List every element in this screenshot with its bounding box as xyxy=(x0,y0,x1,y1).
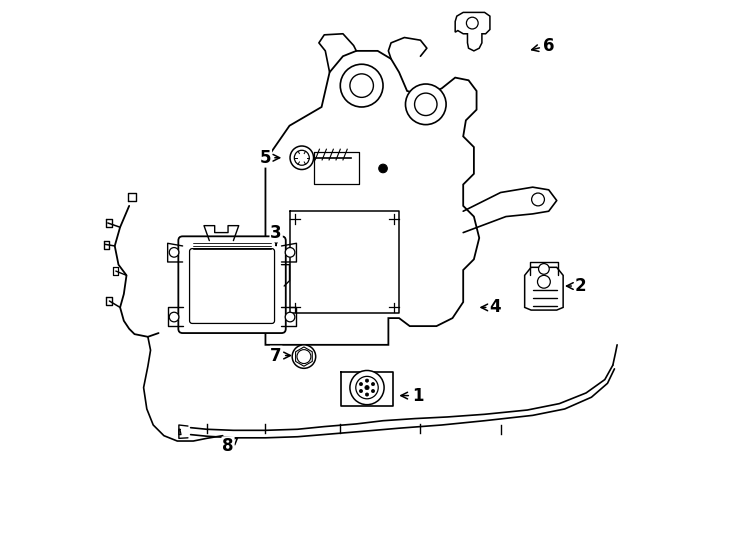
Circle shape xyxy=(371,382,374,386)
Text: 1: 1 xyxy=(401,387,424,404)
FancyBboxPatch shape xyxy=(178,237,286,333)
Circle shape xyxy=(170,312,179,322)
Text: 3: 3 xyxy=(270,224,282,245)
Circle shape xyxy=(170,247,179,257)
Circle shape xyxy=(366,379,368,382)
Circle shape xyxy=(371,389,374,393)
Circle shape xyxy=(379,164,388,173)
Text: 7: 7 xyxy=(270,347,291,364)
Circle shape xyxy=(292,345,316,368)
Circle shape xyxy=(286,247,295,257)
Polygon shape xyxy=(266,51,479,345)
FancyBboxPatch shape xyxy=(189,248,275,323)
Circle shape xyxy=(539,264,549,274)
Text: 5: 5 xyxy=(260,148,280,167)
Polygon shape xyxy=(455,12,490,51)
Circle shape xyxy=(466,17,478,29)
Text: 2: 2 xyxy=(567,277,586,295)
Circle shape xyxy=(286,312,295,322)
Circle shape xyxy=(365,386,369,390)
Text: 6: 6 xyxy=(531,37,554,55)
Circle shape xyxy=(531,193,545,206)
Circle shape xyxy=(350,370,384,404)
Text: 8: 8 xyxy=(222,437,238,455)
Circle shape xyxy=(537,275,550,288)
Circle shape xyxy=(360,382,363,386)
Circle shape xyxy=(360,389,363,393)
Circle shape xyxy=(341,64,383,107)
Circle shape xyxy=(366,393,368,396)
Text: 4: 4 xyxy=(481,299,501,316)
Circle shape xyxy=(290,146,313,170)
Polygon shape xyxy=(525,267,563,310)
Circle shape xyxy=(405,84,446,125)
